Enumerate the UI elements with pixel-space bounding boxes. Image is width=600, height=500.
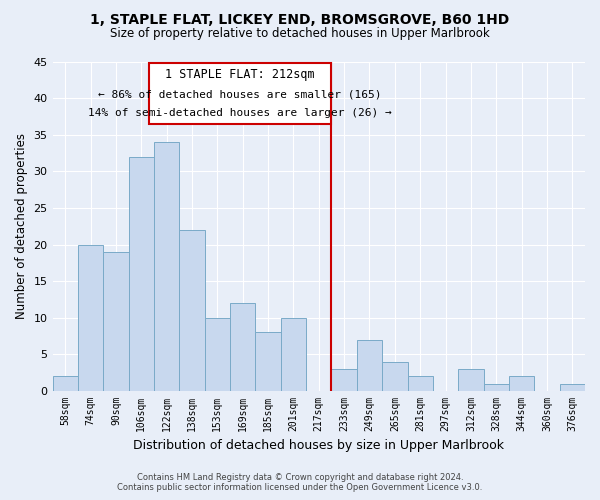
Bar — [509, 376, 534, 391]
Bar — [281, 318, 306, 391]
Bar — [560, 384, 585, 391]
Bar — [382, 362, 407, 391]
Bar — [458, 369, 484, 391]
Text: 14% of semi-detached houses are larger (26) →: 14% of semi-detached houses are larger (… — [88, 108, 392, 118]
X-axis label: Distribution of detached houses by size in Upper Marlbrook: Distribution of detached houses by size … — [133, 440, 504, 452]
Bar — [256, 332, 281, 391]
Bar — [154, 142, 179, 391]
Text: 1, STAPLE FLAT, LICKEY END, BROMSGROVE, B60 1HD: 1, STAPLE FLAT, LICKEY END, BROMSGROVE, … — [91, 12, 509, 26]
Bar — [128, 156, 154, 391]
Text: Contains HM Land Registry data © Crown copyright and database right 2024.
Contai: Contains HM Land Registry data © Crown c… — [118, 473, 482, 492]
Y-axis label: Number of detached properties: Number of detached properties — [15, 134, 28, 320]
Bar — [205, 318, 230, 391]
Bar — [357, 340, 382, 391]
Bar — [179, 230, 205, 391]
Text: 1 STAPLE FLAT: 212sqm: 1 STAPLE FLAT: 212sqm — [166, 68, 315, 81]
Bar — [230, 303, 256, 391]
Bar — [484, 384, 509, 391]
Bar — [331, 369, 357, 391]
Bar — [78, 244, 103, 391]
Text: Size of property relative to detached houses in Upper Marlbrook: Size of property relative to detached ho… — [110, 28, 490, 40]
Bar — [103, 252, 128, 391]
FancyBboxPatch shape — [149, 63, 331, 124]
Bar — [53, 376, 78, 391]
Bar — [407, 376, 433, 391]
Text: ← 86% of detached houses are smaller (165): ← 86% of detached houses are smaller (16… — [98, 90, 382, 100]
